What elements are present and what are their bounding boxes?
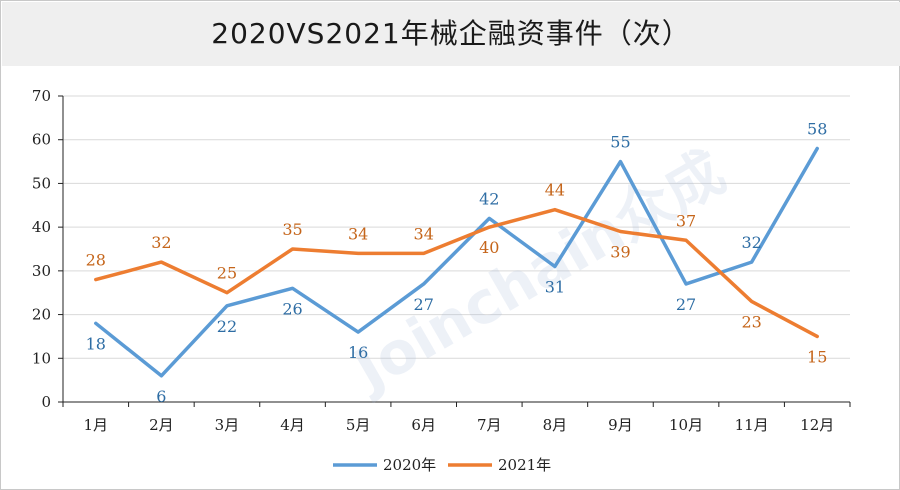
x-tick-label: 9月 [608, 416, 633, 434]
x-tick-label: 2月 [149, 416, 174, 434]
data-label: 55 [610, 133, 630, 152]
y-tick-label: 20 [32, 306, 51, 324]
watermark: Joinchain众成 [340, 138, 737, 406]
series-line-0 [94, 146, 819, 378]
data-label: 23 [741, 312, 761, 331]
data-label: 40 [479, 238, 499, 257]
data-label: 34 [348, 224, 368, 243]
series-line-1 [94, 207, 819, 339]
data-label: 32 [151, 233, 171, 252]
legend-entry: 2021年 [498, 456, 551, 474]
data-label: 18 [86, 334, 106, 353]
x-tick-label: 5月 [346, 416, 371, 434]
x-tick-label: 11月 [735, 416, 769, 434]
series-lines [94, 146, 819, 378]
data-label: 25 [217, 264, 237, 283]
data-label: 35 [282, 220, 302, 239]
data-label: 31 [545, 277, 565, 296]
axes [58, 95, 851, 407]
y-tick-label: 50 [32, 174, 51, 192]
data-label: 37 [676, 211, 696, 230]
data-label: 34 [414, 224, 434, 243]
y-tick-label: 30 [32, 262, 51, 280]
data-label: 39 [610, 243, 630, 262]
tick-labels: 0 10 20 30 40 50 60 70 1月 2月 3月 4月 5月 6月 7月 8月 9月 10月 11月 1… [32, 87, 834, 434]
y-tick-label: 10 [32, 349, 51, 367]
data-label: 22 [217, 317, 237, 336]
data-label: 16 [348, 343, 368, 362]
y-tick-label: 60 [32, 131, 51, 149]
data-labels: 18 6 22 26 16 27 42 31 55 27 32 58 28 32 25 35 34 34 40 44 3… [86, 119, 828, 405]
y-tick-label: 40 [32, 218, 51, 236]
x-tick-label: 1月 [84, 416, 109, 434]
data-label: 58 [807, 119, 827, 138]
data-label: 42 [479, 189, 499, 208]
data-label: 26 [282, 299, 302, 318]
legend-entry: 2020年 [383, 456, 436, 474]
data-label: 6 [156, 387, 166, 406]
x-tick-label: 10月 [669, 416, 703, 434]
data-label: 44 [545, 181, 565, 200]
data-label: 15 [807, 347, 827, 366]
y-tick-label: 0 [41, 393, 51, 411]
x-tick-label: 4月 [280, 416, 305, 434]
chart-title: 2020VS2021年械企融资事件（次） [211, 17, 691, 50]
x-tick-label: 7月 [477, 416, 502, 434]
x-tick-label: 3月 [215, 416, 240, 434]
title-bar: 2020VS2021年械企融资事件（次） [2, 2, 900, 66]
data-label: 28 [86, 251, 106, 270]
data-label: 27 [676, 295, 696, 314]
data-label: 32 [741, 233, 761, 252]
x-tick-label: 12月 [800, 416, 834, 434]
x-tick-label: 8月 [543, 416, 568, 434]
y-tick-label: 70 [32, 87, 51, 105]
data-label: 27 [414, 295, 434, 314]
legend: 2020年 2021年 [333, 456, 551, 474]
x-tick-label: 6月 [411, 416, 436, 434]
